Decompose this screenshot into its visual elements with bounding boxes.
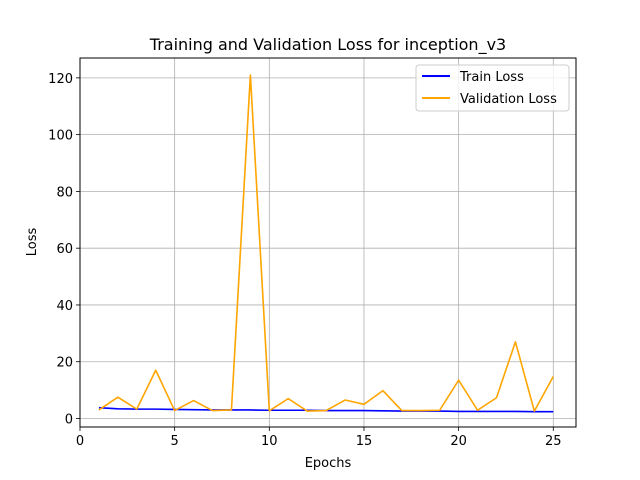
- y-tick-label: 40: [56, 299, 73, 314]
- legend: Train Loss Validation Loss: [415, 64, 570, 112]
- legend-label-train-loss: Train Loss: [459, 70, 524, 85]
- axis-ticks: 0 5 10 15 20 25 0 20 40 60 80 100 120: [48, 72, 561, 449]
- y-tick-label: 80: [56, 185, 73, 200]
- x-tick-label: 15: [356, 434, 373, 449]
- y-axis-label: Loss: [25, 228, 40, 257]
- y-tick-label: 0: [65, 412, 73, 427]
- x-tick-label: 10: [261, 434, 278, 449]
- x-tick-label: 0: [76, 434, 84, 449]
- grid-lines: [79, 58, 576, 427]
- x-tick-label: 25: [545, 434, 562, 449]
- series-layer: [98, 74, 554, 413]
- legend-box: [415, 64, 570, 112]
- y-tick-label: 120: [48, 72, 73, 87]
- y-tick-label: 20: [56, 356, 73, 371]
- x-axis-label: Epochs: [305, 456, 352, 471]
- y-tick-label: 60: [56, 242, 73, 257]
- chart-title: Training and Validation Loss for incepti…: [149, 35, 506, 55]
- legend-label-validation-loss: Validation Loss: [460, 92, 557, 107]
- x-tick-label: 5: [171, 434, 179, 449]
- plot-frame: [79, 57, 577, 428]
- y-tick-label: 100: [48, 129, 73, 144]
- x-tick-label: 20: [450, 434, 467, 449]
